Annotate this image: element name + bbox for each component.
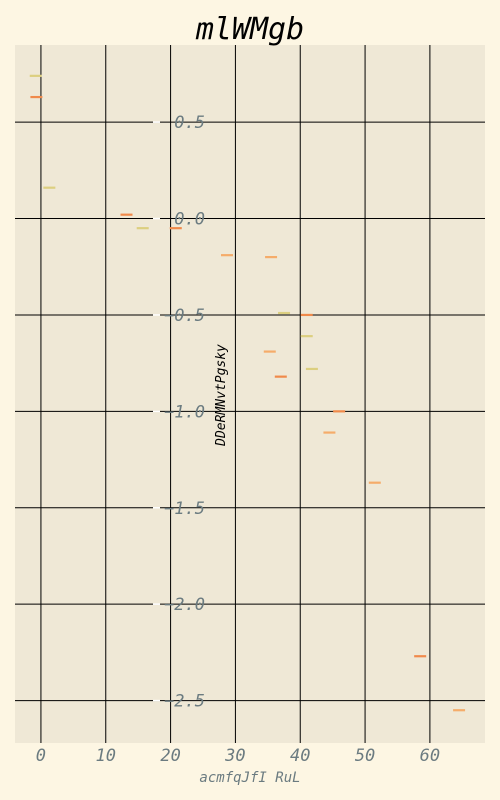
x-tick-label: 60 [420,746,440,766]
x-axis-label: acmfqJfI RuL [199,770,300,786]
plot-area [15,45,485,743]
x-tick-label: 30 [224,746,245,766]
y-axis-label: DDeRMNvtPgsky [214,344,229,447]
y-tick-label: −2.5 [164,692,205,712]
y-tick-label: −1.0 [164,402,205,422]
x-tick-label: 20 [160,746,180,766]
y-tick-label: −0.5 [164,306,205,326]
y-tick-label: 0.5 [174,113,205,133]
data-points [29,74,466,712]
x-tick-label: 50 [355,746,375,766]
tick-labels: 0 10 20 30 40 50 60 0.5 0.0 −0.5 −1.0 −1.5 −2.0 −2.5 [36,113,440,766]
y-tick-label: 0.0 [174,210,205,230]
x-tick-label: 40 [290,746,310,766]
chart-title: mlWMgb [195,12,304,47]
x-tick-label: 10 [96,746,116,766]
x-tick-label: 0 [36,746,46,766]
y-tick-label: −1.5 [164,499,205,519]
y-tick-label: −2.0 [164,595,205,615]
grid [15,45,485,743]
